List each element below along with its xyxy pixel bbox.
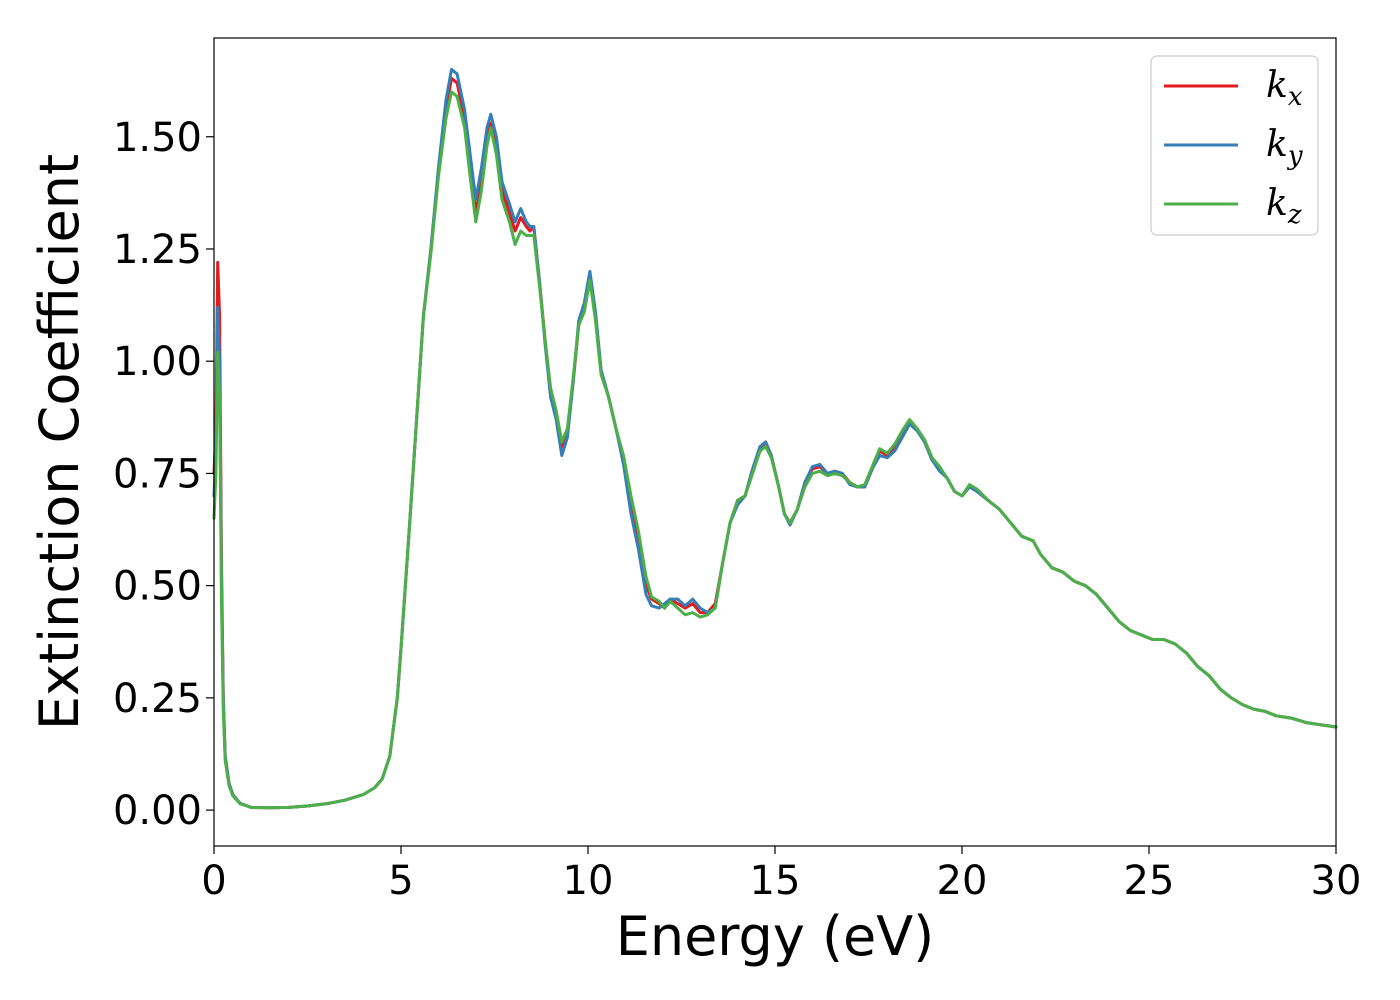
y-tick-label: 1.50 [113, 115, 202, 161]
x-tick-label: 15 [750, 858, 801, 904]
legend-label-y: ky [1266, 124, 1303, 171]
y-tick-label: 1.25 [113, 227, 202, 273]
x-tick-label: 0 [201, 858, 226, 904]
series-line-z [212, 90, 1338, 810]
x-axis-ticks: 0 5 10 15 20 25 30 [201, 846, 1361, 904]
y-tick-label: 0.25 [113, 676, 202, 722]
series-layer [212, 67, 1338, 810]
y-tick-label: 0.50 [113, 564, 202, 610]
y-axis-ticks: 0.00 0.25 0.50 0.75 1.00 1.25 1.50 [113, 115, 214, 834]
legend: kx ky kz [1150, 55, 1319, 236]
x-tick-label: 30 [1311, 858, 1362, 904]
y-tick-label: 1.00 [113, 339, 202, 385]
x-tick-label: 25 [1124, 858, 1175, 904]
x-tick-label: 5 [388, 858, 413, 904]
legend-label-z: kz [1266, 183, 1302, 230]
y-tick-label: 0.00 [113, 788, 202, 834]
legend-label-x: kx [1266, 65, 1303, 112]
x-tick-label: 20 [937, 858, 988, 904]
x-axis-label: Energy (eV) [616, 905, 935, 968]
y-axis-label: Extinction Coefficient [28, 154, 91, 730]
x-tick-label: 10 [563, 858, 614, 904]
y-tick-label: 0.75 [113, 451, 202, 497]
